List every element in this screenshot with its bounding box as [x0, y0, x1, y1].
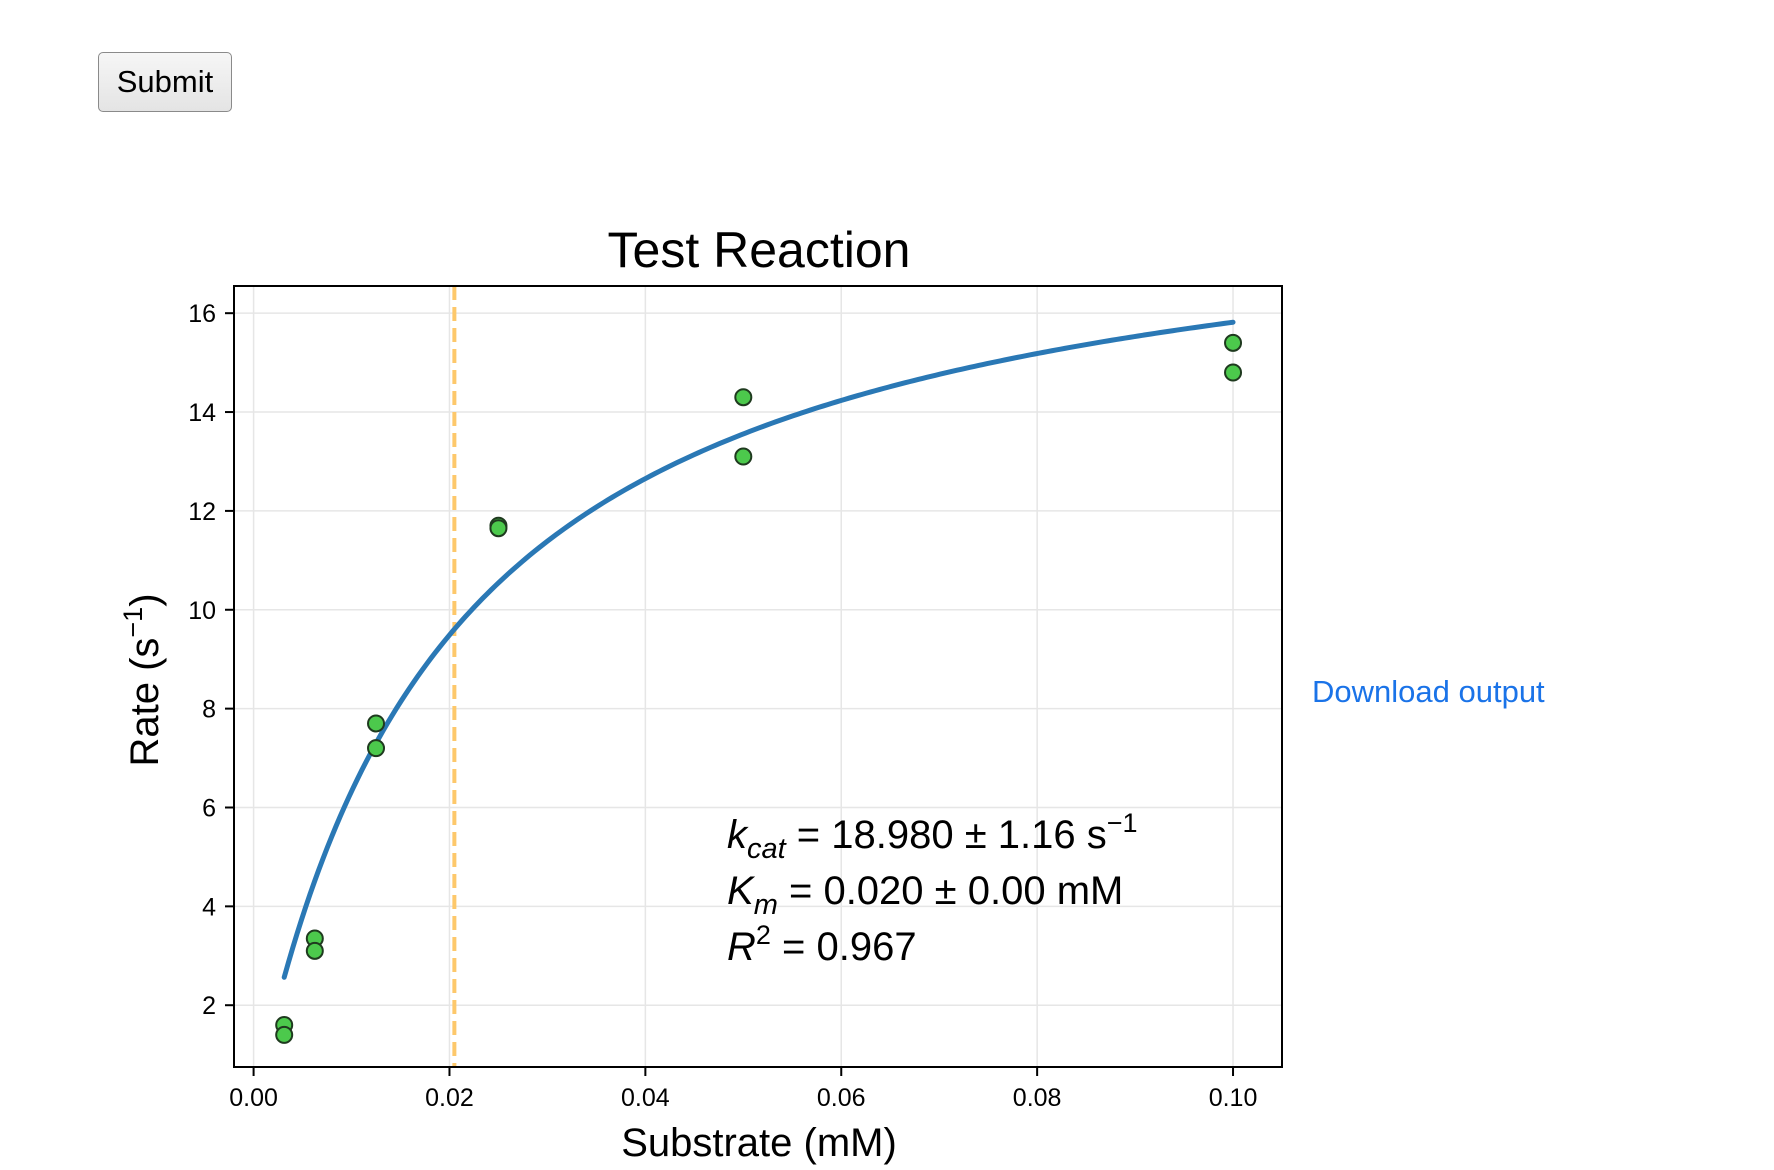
- x-tick-label: 0.02: [425, 1084, 474, 1112]
- data-point: [489, 519, 508, 538]
- data-point: [734, 388, 753, 407]
- y-tick-label: 8: [202, 696, 216, 724]
- y-tick-label: 6: [202, 794, 216, 822]
- y-tick-label: 16: [188, 300, 216, 328]
- submit-button[interactable]: Submit: [98, 52, 232, 112]
- y-tick-label: 10: [188, 597, 216, 625]
- data-point: [275, 1025, 294, 1044]
- axis-ticks: 0.00 0.02 0.04 0.06 0.08 0.10 2 4 6 8 10 12 14 16: [188, 300, 1257, 1112]
- chart-title: Test Reaction: [608, 222, 911, 278]
- r2-value: = 0.967: [771, 925, 917, 969]
- grid: [234, 286, 1282, 1067]
- r2-symbol: R: [727, 925, 756, 969]
- y-axis-title-sup: −1: [118, 607, 148, 638]
- y-axis-title: Rate (s−1): [118, 593, 167, 766]
- y-axis-title-end: ): [123, 593, 167, 606]
- x-tick-label: 0.08: [1013, 1084, 1062, 1112]
- x-tick-label: 0.10: [1209, 1084, 1258, 1112]
- kcat-unit-sup: −1: [1107, 808, 1138, 838]
- y-tick-label: 4: [202, 893, 216, 921]
- x-tick-label: 0.00: [229, 1084, 278, 1112]
- x-tick-label: 0.06: [817, 1084, 866, 1112]
- x-tick-label: 0.04: [621, 1084, 670, 1112]
- data-point: [367, 739, 386, 758]
- kcat-subscript: cat: [747, 833, 788, 865]
- fit-curve-layer: [281, 319, 1236, 980]
- y-tick-label: 14: [188, 399, 216, 427]
- r2-superscript: 2: [756, 920, 771, 950]
- kcat-annotation: kcat = 18.980 ± 1.16 s−1: [727, 808, 1138, 865]
- data-point: [734, 447, 753, 466]
- plot-frame: [233, 285, 1283, 1068]
- y-tick-label: 2: [202, 992, 216, 1020]
- km-value: = 0.020 ± 0.00 mM: [778, 869, 1123, 913]
- km-annotation: Km = 0.020 ± 0.00 mM: [727, 869, 1123, 921]
- fit-annotation: kcat = 18.980 ± 1.16 s−1 Km = 0.020 ± 0.…: [727, 808, 1138, 969]
- y-axis-title-main: Rate (s: [123, 638, 167, 767]
- kcat-symbol: k: [727, 813, 749, 857]
- data-point: [1224, 363, 1243, 382]
- data-point: [367, 714, 386, 733]
- km-symbol: K: [727, 869, 756, 913]
- y-tick-label: 12: [188, 498, 216, 526]
- r2-annotation: R2 = 0.967: [727, 920, 917, 969]
- fit-curve: [281, 319, 1236, 980]
- data-point: [1224, 333, 1243, 352]
- download-output-link[interactable]: Download output: [1312, 674, 1545, 709]
- x-axis-title: Substrate (mM): [621, 1121, 897, 1165]
- data-point: [305, 941, 324, 960]
- km-subscript: m: [754, 889, 778, 921]
- kcat-value: = 18.980 ± 1.16 s: [786, 813, 1107, 857]
- data-points-layer: [275, 333, 1243, 1044]
